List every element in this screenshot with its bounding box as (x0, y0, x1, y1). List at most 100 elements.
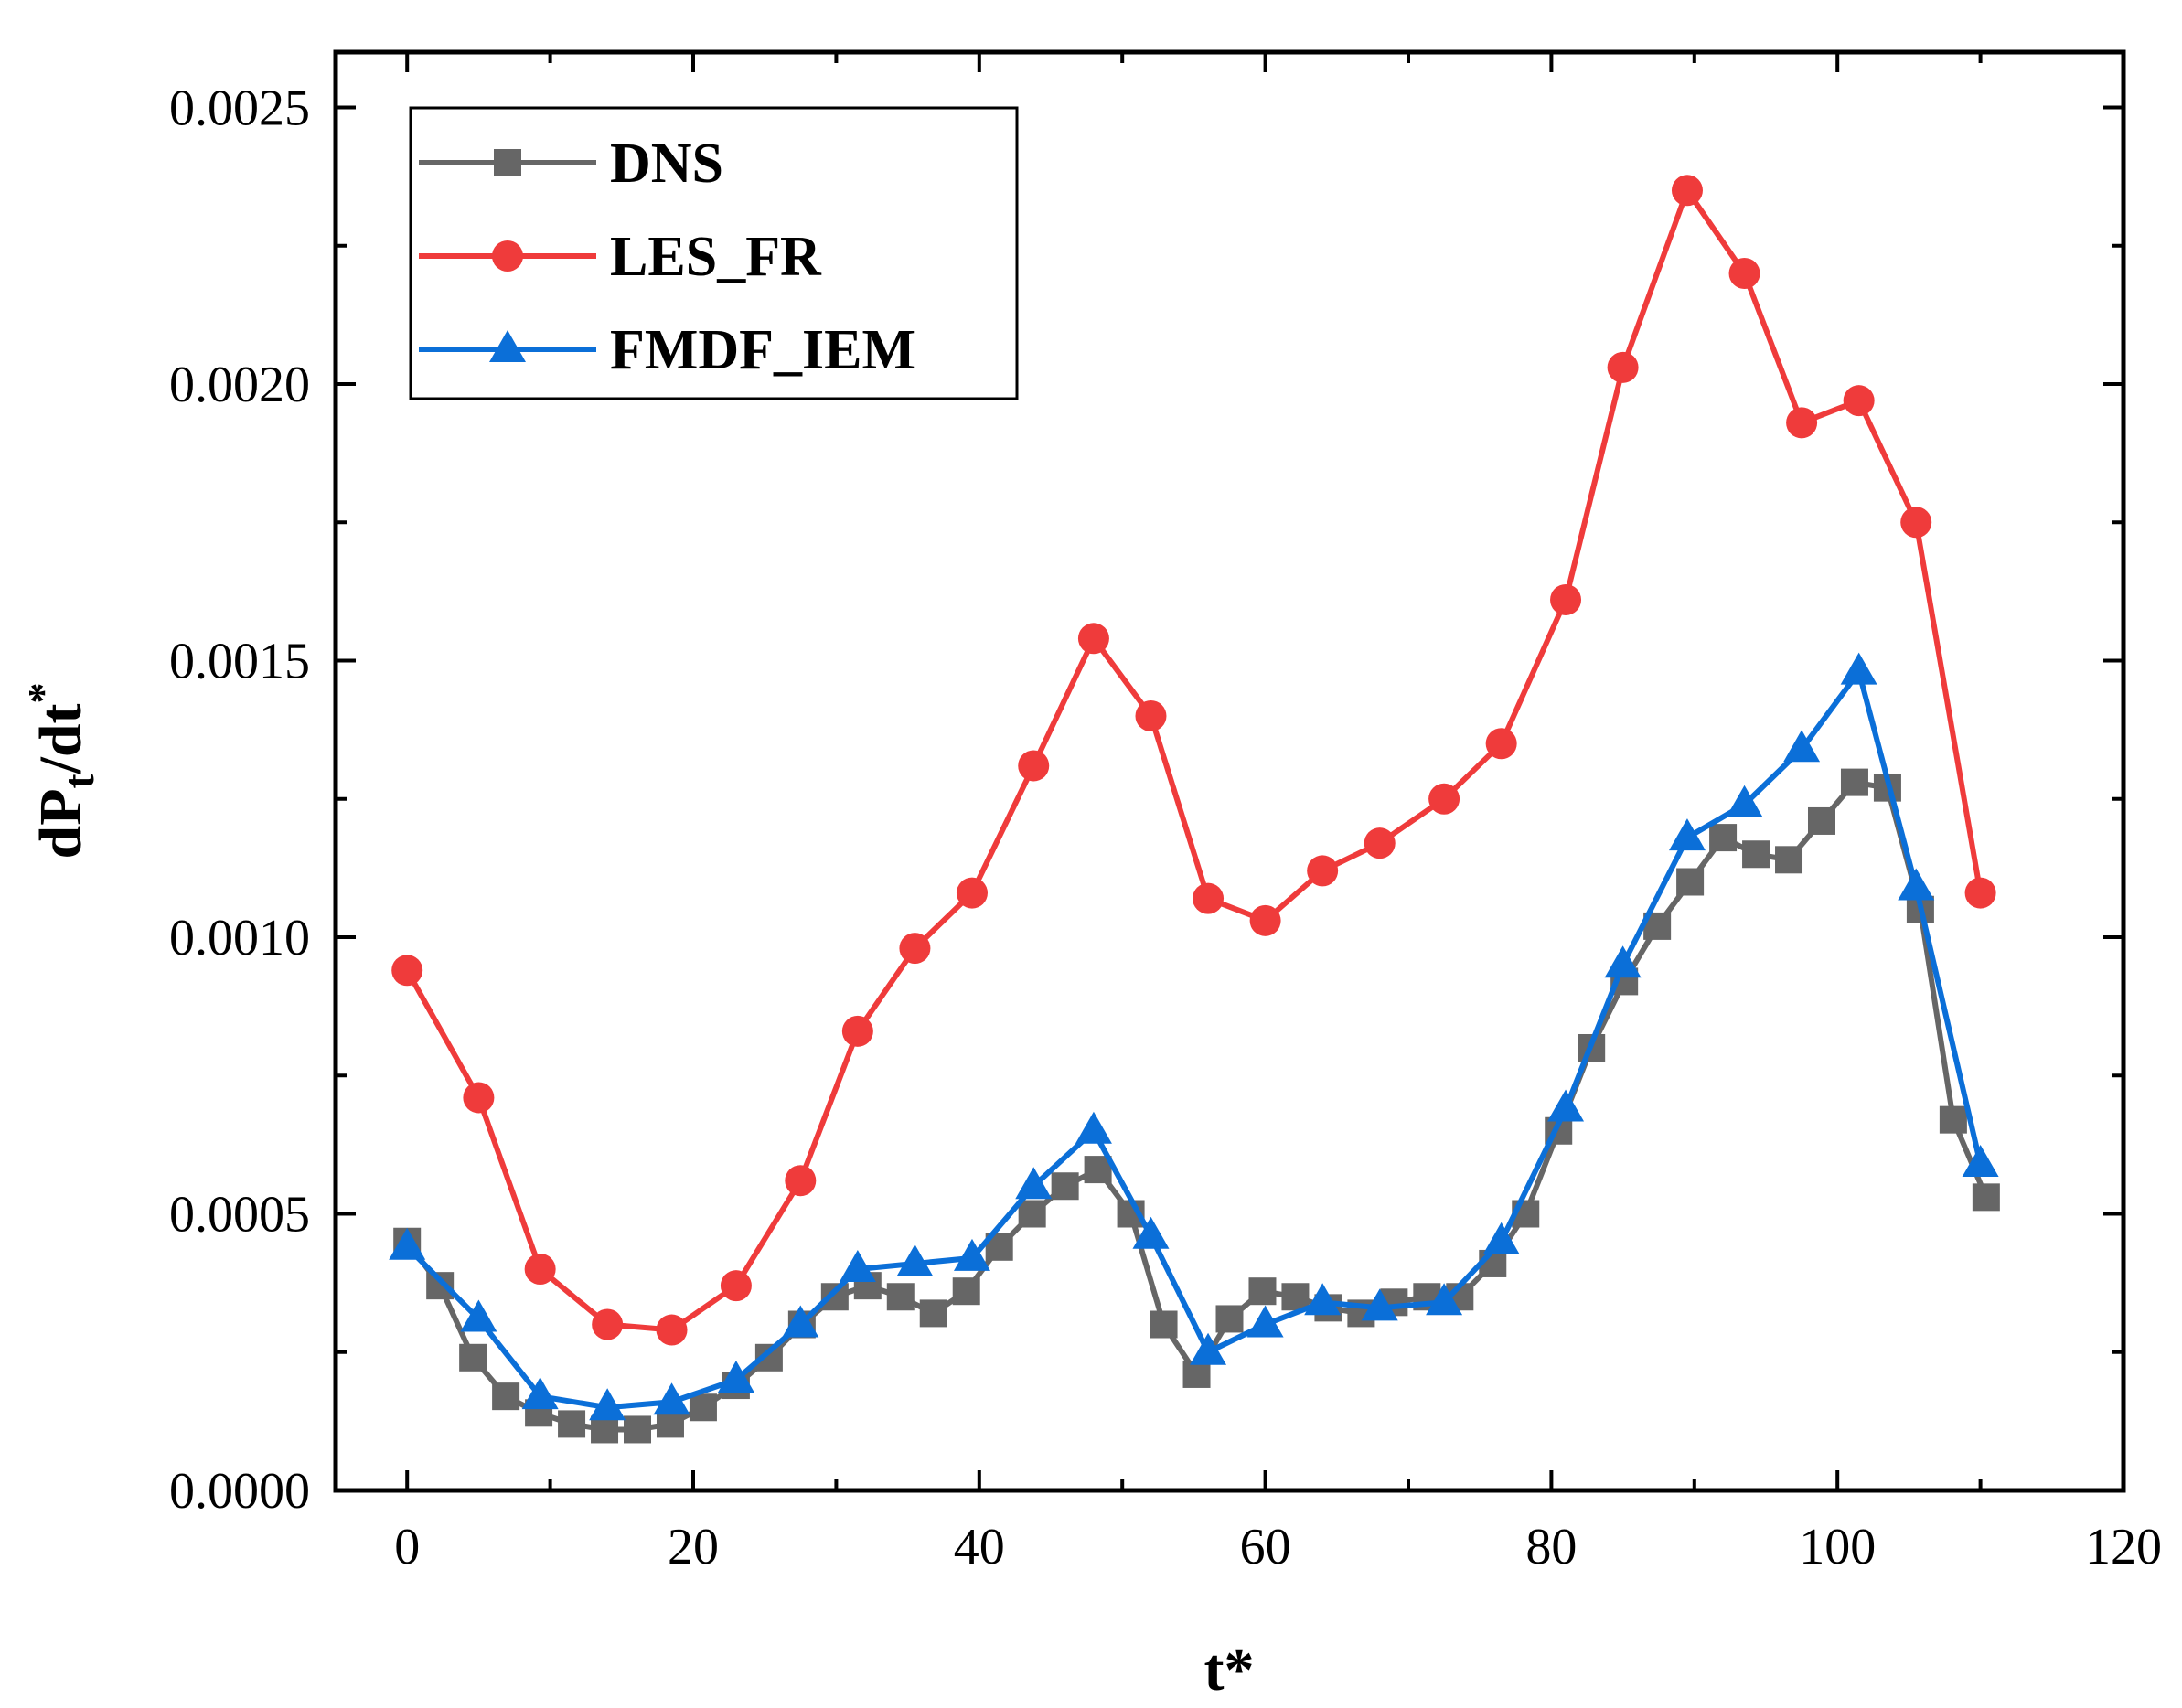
x-tick-label: 0 (394, 1519, 420, 1575)
series-fmdf-iem (389, 652, 1999, 1421)
data-point (656, 1410, 684, 1438)
data-point (839, 1250, 876, 1282)
data-point (1075, 1111, 1112, 1144)
data-point (1668, 818, 1706, 851)
data-point (653, 1382, 690, 1415)
data-point (1485, 728, 1517, 760)
data-point (953, 1238, 990, 1271)
data-point (1709, 824, 1738, 852)
data-point (1426, 1283, 1463, 1316)
data-point (1840, 652, 1877, 685)
data-point (1193, 882, 1225, 914)
data-point (1281, 1283, 1310, 1311)
data-point (1307, 855, 1339, 887)
data-point (1015, 1167, 1053, 1200)
legend-label: FMDF_IEM (610, 319, 915, 381)
data-point (1482, 1222, 1520, 1254)
data-point (1900, 507, 1932, 539)
data-point (956, 877, 988, 909)
y-axis-title-mid: /dt (27, 703, 94, 774)
data-point (1840, 768, 1868, 796)
data-point (624, 1415, 652, 1444)
data-point (1728, 258, 1760, 289)
data-point (1972, 1183, 2000, 1212)
data-point (592, 1308, 624, 1340)
tick-labels: 0 20 40 60 80 100 120 0.0000 0.0005 0.0010 0.0015 0… (169, 80, 2162, 1576)
data-point (1964, 877, 1996, 909)
legend-marker (489, 330, 526, 362)
data-point (1550, 583, 1582, 615)
data-point (886, 1283, 915, 1311)
data-point (899, 933, 931, 965)
data-point (591, 1415, 619, 1444)
data-point (1135, 700, 1167, 731)
data-point (426, 1272, 455, 1300)
legend-marker (494, 149, 521, 176)
data-point (1742, 840, 1770, 869)
data-point (1150, 1310, 1178, 1339)
data-point (1962, 1145, 1999, 1178)
legend-entries: DNS LES_FR FMDF_IEM (419, 133, 915, 381)
data-point (589, 1388, 626, 1421)
y-tick-label: 0.0000 (169, 1463, 310, 1520)
x-tick-label: 60 (1240, 1519, 1291, 1575)
data-point (1726, 785, 1763, 817)
x-tick-label: 20 (668, 1519, 719, 1575)
y-axis-title: dPt/dt* (19, 682, 103, 859)
data-point (717, 1361, 754, 1393)
y-axis-title-subscript: t (55, 774, 103, 788)
data-point (521, 1377, 559, 1410)
legend-marker (492, 240, 523, 272)
data-point (1182, 1360, 1211, 1388)
y-tick-label: 0.0025 (169, 80, 310, 137)
x-tick-label: 40 (954, 1519, 1005, 1575)
plot-frame (333, 49, 2126, 1493)
data-point (1304, 1283, 1342, 1316)
data-point (1018, 750, 1050, 782)
x-tick-label: 100 (1799, 1519, 1876, 1575)
data-point (1190, 1332, 1227, 1365)
data-point (1676, 868, 1705, 896)
data-point (1939, 1105, 1967, 1134)
y-tick-label: 0.0020 (169, 357, 310, 413)
data-point (1361, 1288, 1398, 1321)
data-point (1783, 730, 1821, 763)
data-point (952, 1277, 980, 1306)
data-point (1786, 407, 1818, 439)
legend: DNS LES_FR FMDF_IEM (409, 106, 1019, 400)
y-tick-label: 0.0010 (169, 910, 310, 966)
data-point (1364, 827, 1396, 859)
data-point (1604, 945, 1642, 978)
data-point (1671, 175, 1703, 207)
data-point (785, 1165, 817, 1197)
data-point (1051, 1172, 1079, 1201)
y-axis-title-superscript: * (19, 682, 66, 703)
data-point (1077, 623, 1109, 655)
data-point (460, 1299, 497, 1332)
data-point (1246, 1305, 1284, 1338)
x-axis-title: t* (1204, 1637, 1255, 1703)
data-point (524, 1254, 556, 1285)
data-point (919, 1299, 947, 1328)
y-axis-title-main: dP (27, 788, 94, 859)
data-point (558, 1410, 586, 1438)
data-point (1843, 385, 1875, 417)
x-tick-label: 80 (1525, 1519, 1577, 1575)
data-point (459, 1343, 487, 1372)
data-point (1018, 1200, 1046, 1228)
data-point (1607, 351, 1639, 383)
data-point (1775, 846, 1803, 874)
data-point (720, 1270, 752, 1302)
legend-label: DNS (610, 133, 723, 195)
data-point (896, 1244, 934, 1276)
data-point (1547, 1089, 1585, 1122)
data-point (1132, 1216, 1170, 1249)
data-point (391, 955, 423, 987)
series-layer (389, 175, 2000, 1444)
data-point (492, 1382, 520, 1411)
data-point (1898, 868, 1935, 901)
data-point (1248, 1277, 1277, 1306)
y-tick-label: 0.0005 (169, 1187, 310, 1244)
